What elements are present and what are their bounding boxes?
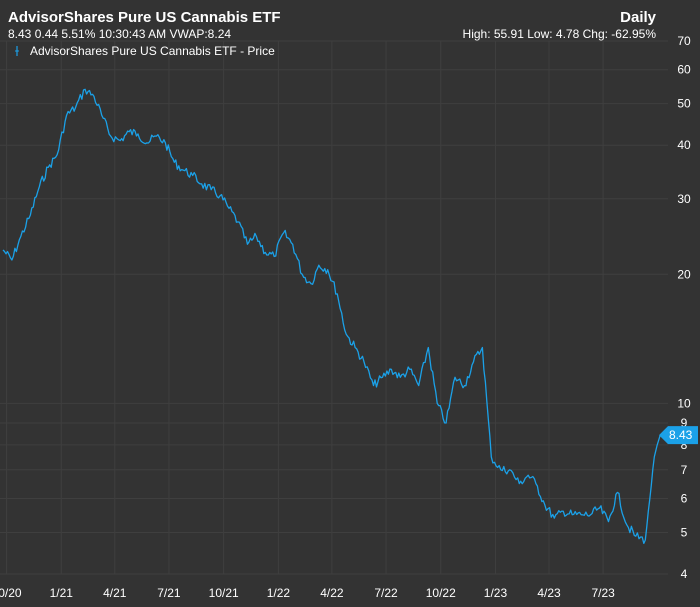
y-axis-tick-labels: 4 5 6 7 8 9 10 20 30 40 50 60 70 <box>677 34 691 581</box>
y-tick-label: 8 <box>681 438 688 452</box>
y-tick-label: 6 <box>681 491 688 505</box>
y-tick-label: 20 <box>677 267 691 281</box>
last-price-tag <box>659 426 698 445</box>
quote-line: 8.43 0.44 5.51% 10:30:43 AM VWAP:8.24 <box>8 27 231 41</box>
y-tick-label: 30 <box>677 192 691 206</box>
x-tick-label: 1/22 <box>267 586 291 600</box>
frequency-label: Daily <box>620 9 657 26</box>
x-tick-label: 4/21 <box>103 586 127 600</box>
x-tick-label: 10/22 <box>426 586 456 600</box>
x-tick-label: 10/21 <box>209 586 239 600</box>
chart-title: AdvisorShares Pure US Cannabis ETF <box>8 9 281 26</box>
y-tick-label: 5 <box>681 525 688 539</box>
y-tick-label: 4 <box>681 567 688 581</box>
last-price-label: 8.43 <box>669 428 693 442</box>
stats-line: High: 55.91 Low: 4.78 Chg: -62.95% <box>463 27 657 41</box>
x-tick-label: 7/23 <box>591 586 615 600</box>
y-tick-label: 7 <box>681 463 688 477</box>
x-tick-label: 1/21 <box>50 586 74 600</box>
y-tick-label: 10 <box>677 396 691 410</box>
legend: AdvisorShares Pure US Cannabis ETF - Pri… <box>15 44 275 58</box>
last-price-marker: 8.43 <box>659 426 698 445</box>
y-tick-label: 60 <box>677 63 691 77</box>
legend-label: AdvisorShares Pure US Cannabis ETF - Pri… <box>30 44 275 58</box>
y-tick-label: 40 <box>677 138 691 152</box>
x-tick-label: 10/20 <box>0 586 22 600</box>
x-tick-label: 4/22 <box>320 586 344 600</box>
grid <box>0 40 668 575</box>
x-tick-label: 7/22 <box>374 586 398 600</box>
x-tick-label: 7/21 <box>157 586 181 600</box>
price-line <box>2 88 661 545</box>
x-tick-label: 1/23 <box>484 586 508 600</box>
y-tick-label: 50 <box>677 97 691 111</box>
x-axis-tick-labels: 10/20 1/21 4/21 7/21 10/21 1/22 4/22 7/22 10/22 1… <box>0 586 615 600</box>
y-tick-label: 70 <box>677 34 691 48</box>
y-tick-label: 9 <box>681 416 688 430</box>
x-tick-label: 4/23 <box>537 586 561 600</box>
